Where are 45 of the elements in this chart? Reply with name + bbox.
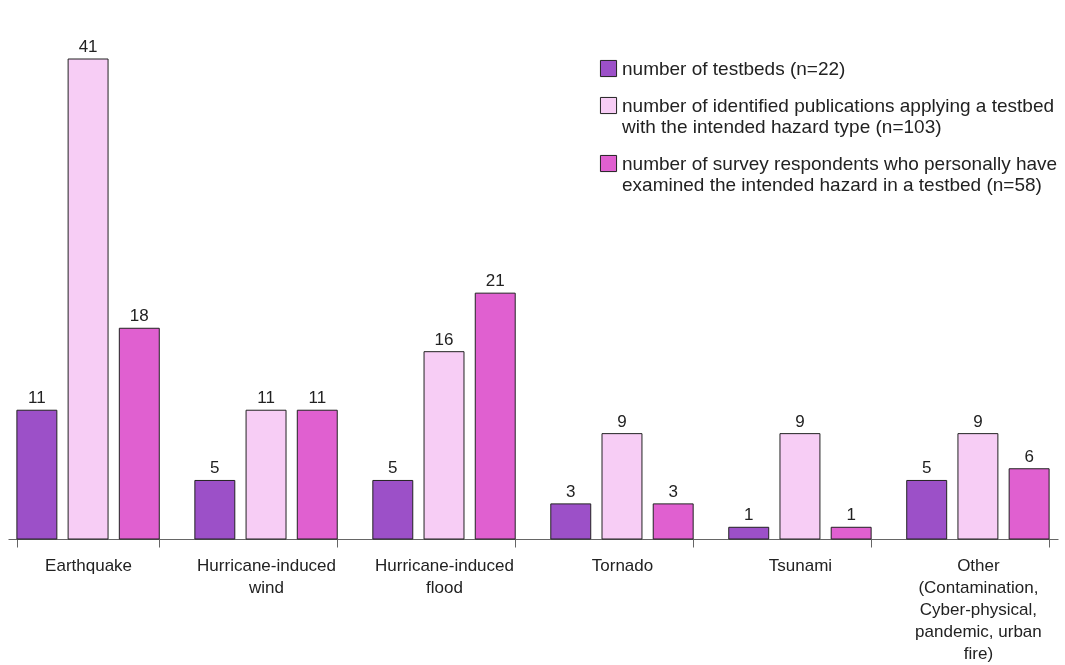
bar: [194, 479, 236, 540]
bar: [67, 58, 109, 540]
bar: [1008, 468, 1050, 540]
bar: [728, 526, 770, 540]
bar: [296, 409, 338, 540]
data-label: 1: [846, 505, 856, 525]
bar: [601, 433, 643, 540]
data-label: 9: [617, 411, 627, 431]
data-label: 11: [28, 388, 46, 408]
data-label: 5: [921, 458, 932, 478]
data-label: 41: [78, 37, 98, 56]
data-label: 21: [485, 271, 505, 291]
data-label: 1: [744, 505, 754, 525]
x-tick-label: Earthquake: [45, 555, 133, 575]
legend-label: number of identified publications applying a testbed with the intended hazard type (n=103): [621, 94, 1055, 137]
data-label: 16: [434, 329, 454, 349]
bar: [118, 327, 160, 540]
x-tick-label: Tornado: [591, 555, 654, 575]
bar: [16, 409, 58, 540]
legend-label: number of survey respondents who personally have examined the intended hazard in a testbed (n=58): [622, 152, 1058, 195]
bar: [423, 351, 465, 540]
bar: [550, 503, 592, 540]
x-tick-label: Tsunami: [768, 555, 833, 575]
data-label: 9: [795, 411, 805, 431]
data-label: 18: [129, 306, 149, 326]
data-label: 11: [257, 388, 275, 408]
data-label: 5: [210, 458, 220, 478]
bar: [474, 292, 516, 540]
x-tick-label: Hurricane-induced wind: [197, 555, 336, 597]
legend-label: number of testbeds (n=22): [622, 57, 846, 79]
bar: [372, 479, 414, 540]
bar: [245, 409, 287, 540]
bar: [830, 526, 872, 540]
x-tick-label: Other (Contamination, Cyber-physical, pandemic, urban fire): [915, 555, 1042, 663]
data-label: 3: [668, 481, 678, 501]
bar: [906, 479, 948, 540]
data-label: 11: [308, 388, 327, 408]
data-label: 3: [566, 481, 576, 501]
data-label: 9: [973, 411, 983, 431]
x-tick-label: Hurricane-induced flood: [375, 555, 514, 597]
bar: [779, 433, 821, 540]
data-label: 5: [388, 458, 398, 478]
data-label: 6: [1024, 446, 1034, 466]
bar: [957, 433, 999, 540]
bar: [652, 503, 694, 540]
